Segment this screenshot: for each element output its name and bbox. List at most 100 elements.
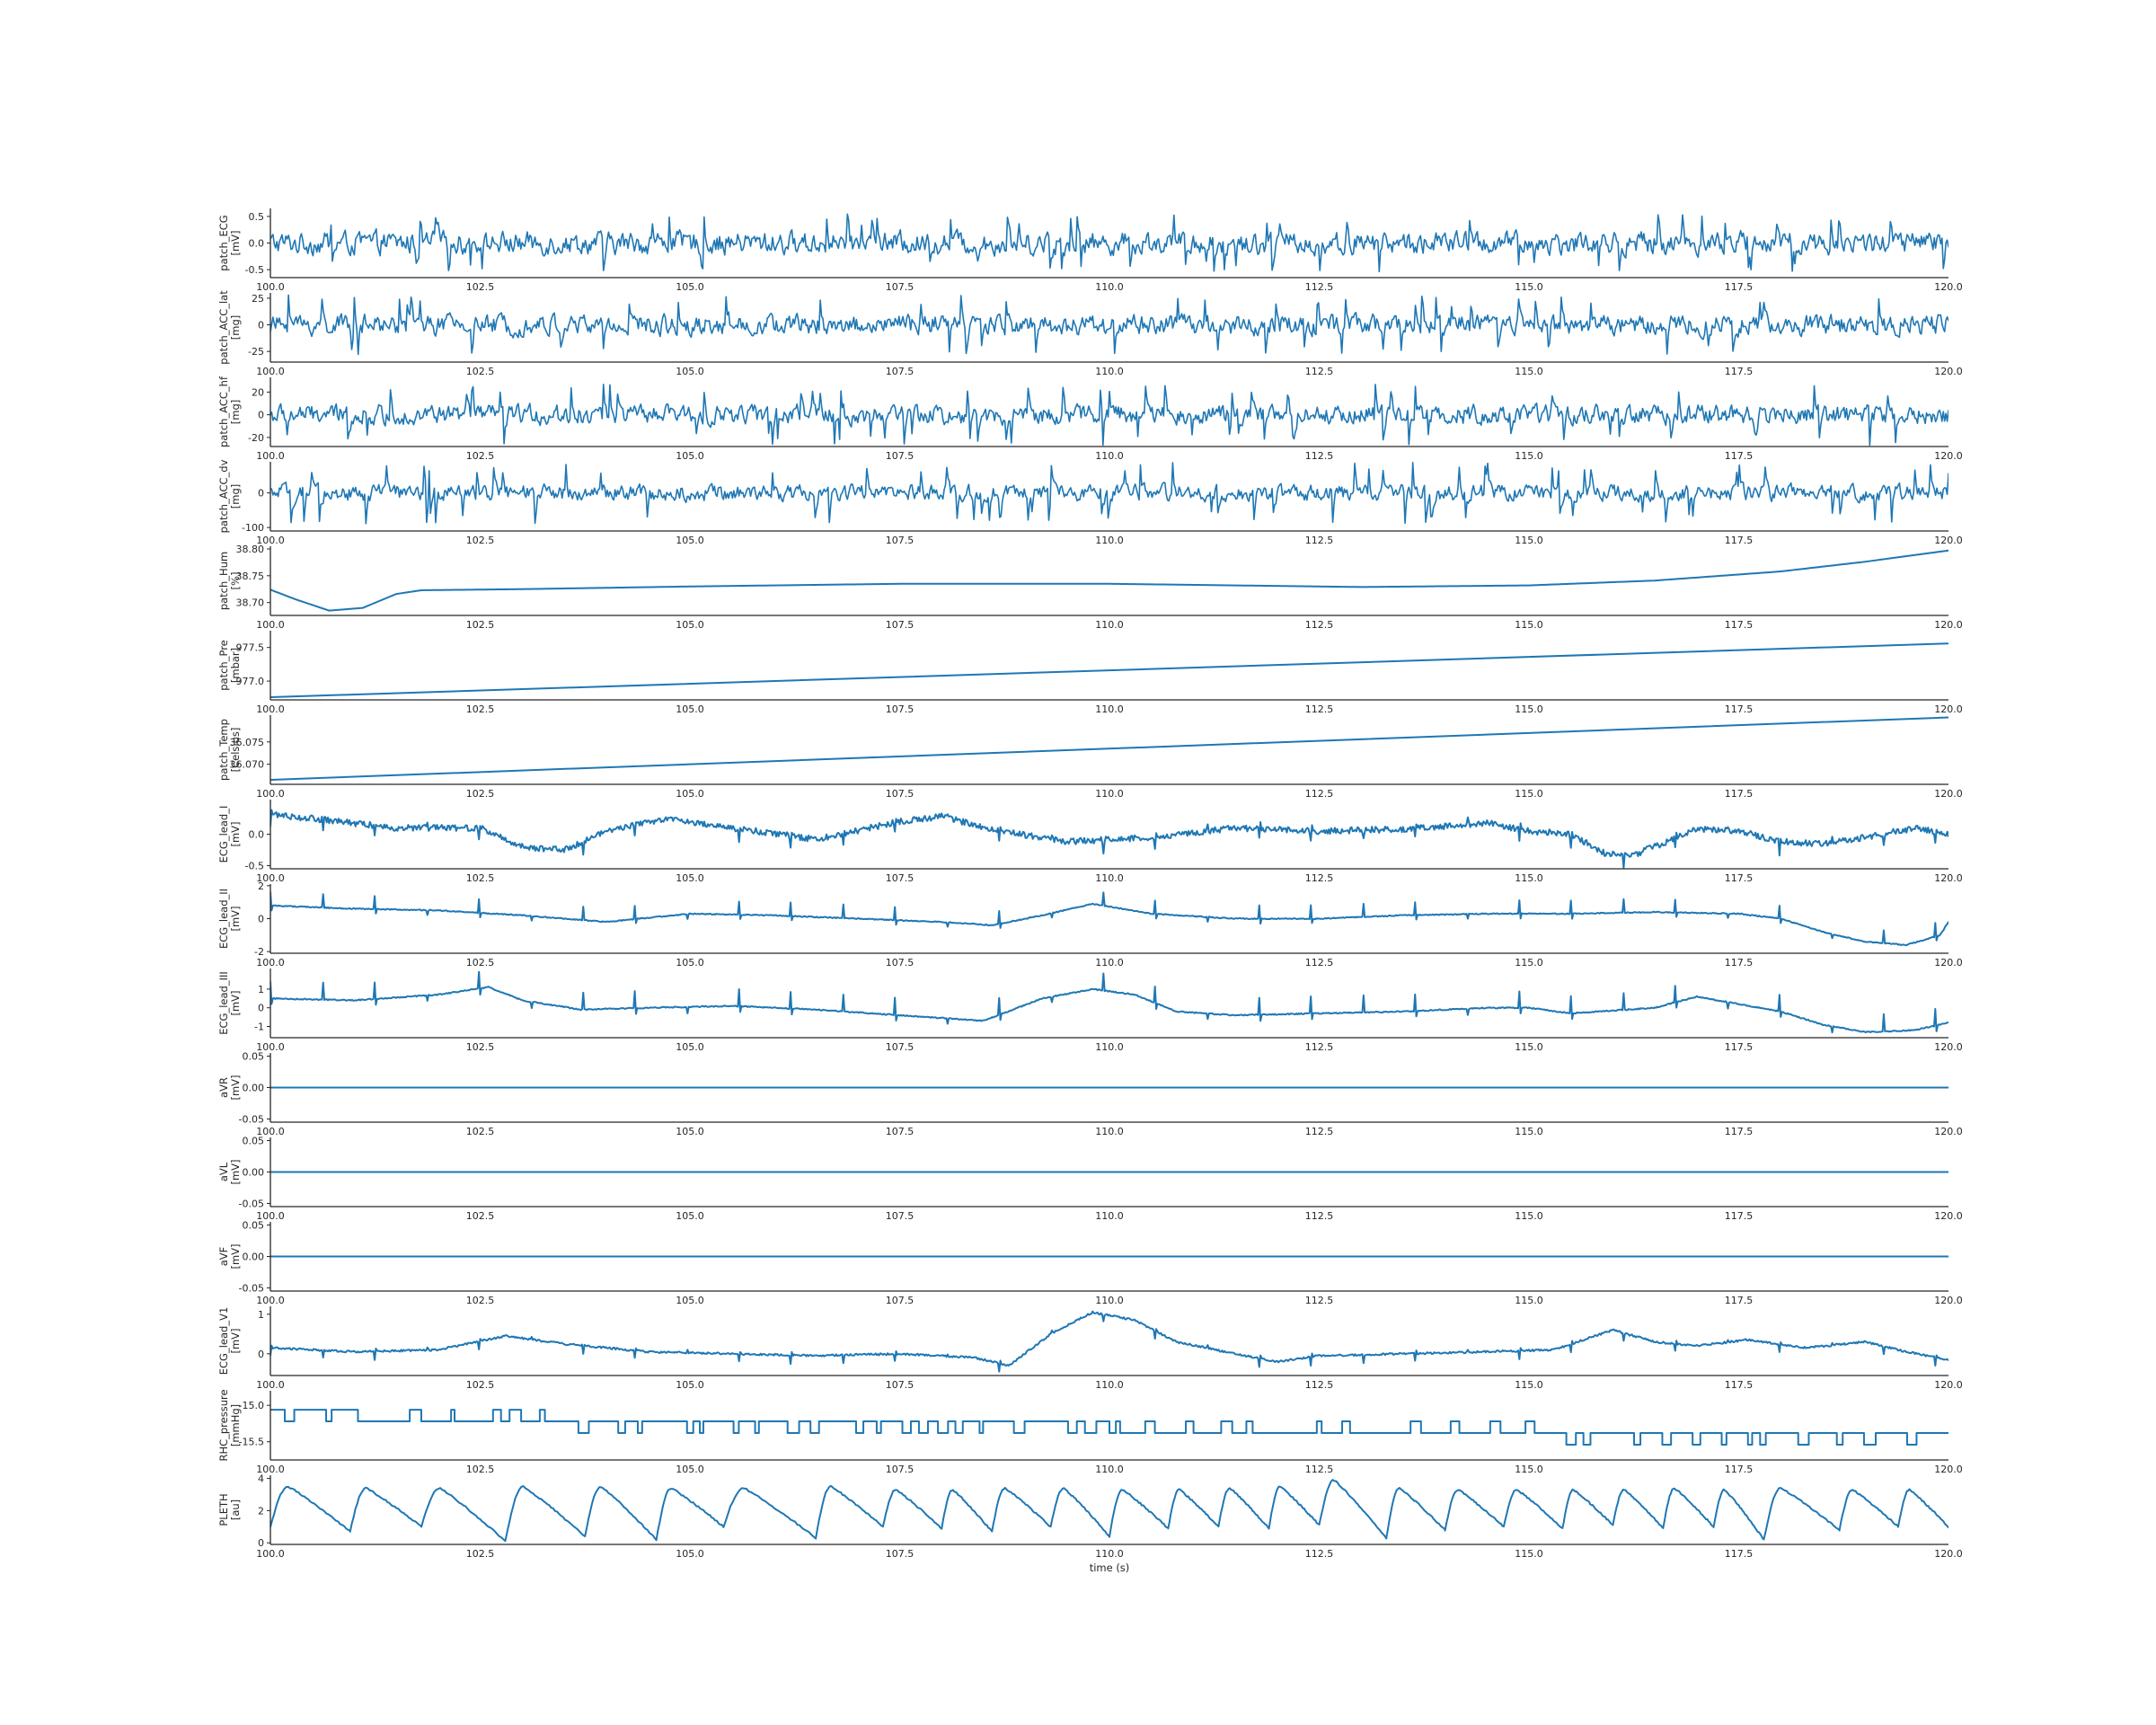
- series-name: patch_ECG: [217, 215, 230, 270]
- y-tick-label: -1: [254, 1022, 264, 1033]
- y-tick-label: -100: [242, 522, 264, 534]
- x-tick-label: 100.0: [256, 1464, 285, 1475]
- trace-patch_Hum: [270, 549, 1948, 612]
- subplot-patch_Hum: 38.80 38.75 38.70 100.0 102.5 105.0 107.5 110.0…: [217, 544, 1963, 631]
- series-unit: [%]: [229, 572, 242, 590]
- x-tick-label: 117.5: [1725, 281, 1754, 293]
- x-tick-label: 115.0: [1515, 788, 1543, 800]
- y-tick-label: 4: [258, 1473, 264, 1485]
- x-tick-label: 107.5: [886, 366, 915, 377]
- x-tick-label: 110.0: [1095, 957, 1124, 969]
- series-name: ECG_lead_V1: [217, 1307, 230, 1376]
- y-axis-label-patch_Hum: patch_Hum[%]: [217, 552, 242, 610]
- y-tick-label: -2: [254, 946, 264, 958]
- x-tick-label: 100.0: [256, 1379, 285, 1391]
- x-tick-label: 112.5: [1305, 1126, 1334, 1137]
- x-tick-label: 110.0: [1095, 535, 1124, 546]
- x-tick-label: 102.5: [466, 1210, 495, 1222]
- subplot-ECG_lead_III: 1 0 -1 100.0 102.5 105.0 107.5 110.0 112.5 115.0 1…: [217, 969, 1963, 1053]
- trace-patch_Pre: [270, 642, 1948, 699]
- x-tick-label: 105.0: [676, 1210, 704, 1222]
- y-axis-label-aVL: aVL[mV]: [217, 1159, 242, 1184]
- x-tick-label: 112.5: [1305, 535, 1334, 546]
- x-tick-label: 105.0: [676, 1295, 704, 1306]
- x-tick-label: 117.5: [1725, 1464, 1754, 1475]
- y-tick-label: 25: [252, 293, 264, 305]
- x-tick-label: 112.5: [1305, 1379, 1334, 1391]
- x-tick-label: 112.5: [1305, 619, 1334, 631]
- x-tick-label: 102.5: [466, 872, 495, 884]
- x-tick-label: 100.0: [256, 1295, 285, 1306]
- x-tick-label: 117.5: [1725, 788, 1754, 800]
- x-tick-label: 102.5: [466, 281, 495, 293]
- x-tick-label: 120.0: [1934, 788, 1963, 800]
- x-tick-label: 115.0: [1515, 366, 1543, 377]
- y-tick-label: 0: [258, 1537, 264, 1549]
- series-name: aVL: [217, 1162, 230, 1181]
- x-tick-label: 102.5: [466, 450, 495, 462]
- x-tick-label: 102.5: [466, 1379, 495, 1391]
- x-tick-label: 112.5: [1305, 1464, 1334, 1475]
- y-axis-label-ECG_lead_V1: ECG_lead_V1[mV]: [217, 1307, 242, 1376]
- x-tick-label: 115.0: [1515, 1295, 1543, 1306]
- x-tick-label: 100.0: [256, 619, 285, 631]
- series-name: PLETH: [217, 1493, 230, 1526]
- x-tick-label: 112.5: [1305, 957, 1334, 969]
- x-tick-label: 102.5: [466, 1464, 495, 1475]
- subplot-patch_Pre: 977.5 977.0 100.0 102.5 105.0 107.5 110.0 112.5…: [217, 631, 1963, 715]
- x-tick-label: 102.5: [466, 1295, 495, 1306]
- x-tick-label: 112.5: [1305, 281, 1334, 293]
- x-tick-label: 105.0: [676, 957, 704, 969]
- x-tick-label: 112.5: [1305, 1041, 1334, 1053]
- x-tick-label: 120.0: [1934, 703, 1963, 715]
- subplot-patch_Temp: 36.075 36.070 100.0 102.5 105.0 107.5 110.0 112…: [217, 715, 1963, 800]
- y-axis-label-patch_Pre: patch_Pre[mbar]: [217, 640, 242, 691]
- series-name: patch_Temp: [217, 719, 230, 781]
- x-tick-label: 100.0: [256, 535, 285, 546]
- y-axis-label-RHC_pressure: RHC_pressure[mmHg]: [217, 1389, 242, 1461]
- trace-patch_ECG: [270, 213, 1948, 273]
- x-tick-label: 110.0: [1095, 1295, 1124, 1306]
- x-tick-label: 120.0: [1934, 535, 1963, 546]
- y-tick-label: -25: [248, 346, 264, 358]
- series-name: ECG_lead_II: [217, 889, 230, 949]
- x-tick-label: 117.5: [1725, 619, 1754, 631]
- y-tick-label: 2: [258, 880, 264, 892]
- y-tick-label: 38.80: [236, 544, 265, 555]
- x-tick-label: 105.0: [676, 619, 704, 631]
- subplot-patch_ECG: 0.5 0.0 -0.5 100.0 102.5 105.0 107.5 110.0 112.5…: [217, 208, 1963, 293]
- x-tick-label: 107.5: [886, 281, 915, 293]
- x-tick-label: 100.0: [256, 872, 285, 884]
- x-tick-label: 115.0: [1515, 1041, 1543, 1053]
- x-tick-label: 107.5: [886, 957, 915, 969]
- x-tick-label: 107.5: [886, 450, 915, 462]
- x-tick-label: 107.5: [886, 872, 915, 884]
- x-tick-label: 110.0: [1095, 1210, 1124, 1222]
- x-tick-label: 102.5: [466, 619, 495, 631]
- x-tick-label: 117.5: [1725, 1548, 1754, 1560]
- x-tick-label: 105.0: [676, 872, 704, 884]
- y-axis-label-ECG_lead_II: ECG_lead_II[mV]: [217, 889, 242, 949]
- x-tick-label: 102.5: [466, 1548, 495, 1560]
- y-tick-label: -0.05: [239, 1199, 264, 1210]
- y-axis-label-aVF: aVF[mV]: [217, 1243, 242, 1269]
- x-tick-label: 117.5: [1725, 450, 1754, 462]
- x-tick-label: 107.5: [886, 703, 915, 715]
- y-axis-label-PLETH: PLETH[au]: [217, 1493, 242, 1526]
- x-tick-label: 100.0: [256, 1126, 285, 1137]
- y-tick-label: 977.0: [236, 676, 265, 687]
- x-tick-label: 115.0: [1515, 1210, 1543, 1222]
- x-tick-label: 110.0: [1095, 450, 1124, 462]
- x-tick-label: 120.0: [1934, 957, 1963, 969]
- x-tick-label: 112.5: [1305, 1548, 1334, 1560]
- x-tick-label: 110.0: [1095, 1126, 1124, 1137]
- x-tick-label: 112.5: [1305, 1210, 1334, 1222]
